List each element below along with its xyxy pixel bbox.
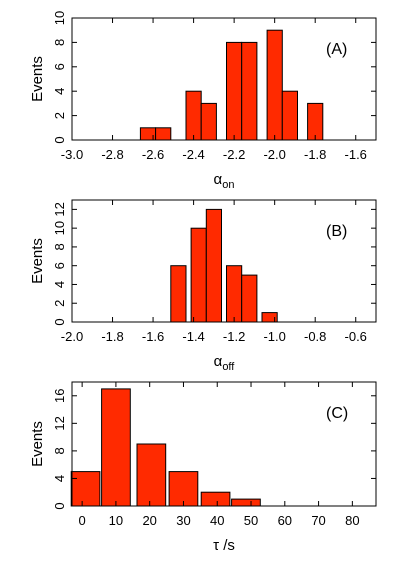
y-tick-label: 2	[52, 112, 67, 119]
plot-frame	[71, 199, 377, 323]
y-tick-label: 4	[52, 281, 67, 288]
x-axis-label-subscript: on	[222, 179, 234, 191]
plot-frame	[71, 17, 377, 141]
x-tick-label: 50	[244, 513, 258, 528]
x-axis-label: αoff	[214, 353, 236, 373]
histogram-bar	[101, 388, 131, 507]
y-tick-label: 16	[52, 389, 67, 403]
x-tick-label: -2.8	[101, 147, 123, 162]
y-axis-label: Events	[29, 421, 46, 467]
x-tick-label: -2.2	[223, 147, 245, 162]
x-tick-label: -2.0	[263, 147, 285, 162]
histogram-bar	[226, 265, 243, 323]
histogram-bar	[70, 471, 101, 507]
y-tick-label: 10	[52, 11, 67, 25]
histogram-bar	[241, 274, 258, 323]
x-axis-label: τ /s	[213, 537, 235, 554]
histogram-bar	[190, 227, 207, 323]
histogram-bar	[155, 127, 172, 141]
x-tick-label: -1.6	[345, 147, 367, 162]
y-tick-label: 4	[52, 88, 67, 95]
x-tick-label: -3.0	[61, 147, 83, 162]
y-tick-label: 8	[52, 243, 67, 250]
x-tick-label: -1.0	[263, 329, 285, 344]
x-tick-label: 30	[176, 513, 190, 528]
chart-panel-2: -2.0 -1.8 -1.6 -1.4 -1.2 -1.0 -0.8 -0.6 0 2 4 6 8 10 1…	[29, 199, 377, 373]
x-tick-label: -1.2	[223, 329, 245, 344]
x-tick-label: -0.6	[345, 329, 367, 344]
panel-tag: (C)	[326, 405, 348, 422]
y-tick-label: 4	[52, 475, 67, 482]
y-tick-label: 8	[52, 447, 67, 454]
y-tick-label: 10	[52, 221, 67, 235]
chart-panel-3: 0 10 20 30 40 50 60 70 80 0 4 8 12 16 Events τ /s (C)	[29, 381, 377, 554]
y-axis-label: Events	[29, 238, 46, 284]
histogram-bar	[266, 29, 283, 141]
y-tick-label: 12	[52, 202, 67, 216]
histogram-bar	[205, 208, 223, 323]
x-tick-label: 0	[79, 513, 86, 528]
histogram-bar	[241, 41, 258, 141]
histogram-bar	[136, 443, 167, 507]
y-tick-label: 0	[52, 502, 67, 509]
y-tick-label: 2	[52, 300, 67, 307]
x-tick-label: -1.8	[101, 329, 123, 344]
y-tick-label: 6	[52, 63, 67, 70]
panel-tag: (A)	[326, 41, 347, 58]
y-tick-label: 8	[52, 39, 67, 46]
y-tick-label: 0	[52, 136, 67, 143]
plot-frame	[71, 381, 377, 507]
chart-panel-1: -3.0 -2.8 -2.6 -2.4 -2.2 -2.0 -1.8 -1.6 0 2 4 6 8 10 E…	[29, 11, 377, 191]
histogram-bar	[281, 90, 298, 141]
histogram-bar	[307, 102, 324, 141]
x-tick-label: 20	[142, 513, 156, 528]
x-tick-label: -2.4	[182, 147, 204, 162]
histogram-bar	[231, 498, 261, 507]
x-axis-label-subscript: off	[222, 361, 235, 373]
y-tick-label: 12	[52, 416, 67, 430]
histogram-bar	[226, 41, 243, 141]
histogram-bar	[168, 471, 199, 507]
x-tick-label: -1.8	[304, 147, 326, 162]
x-tick-label: 80	[345, 513, 359, 528]
x-tick-label: -1.4	[182, 329, 204, 344]
y-tick-label: 6	[52, 262, 67, 269]
histogram-bar	[200, 102, 217, 141]
x-tick-label: -2.6	[142, 147, 164, 162]
histogram-bar	[200, 491, 231, 507]
x-tick-label: -1.6	[142, 329, 164, 344]
x-tick-label: -0.8	[304, 329, 326, 344]
panel-tag: (B)	[326, 223, 347, 240]
x-tick-label: 10	[109, 513, 123, 528]
histogram-bar	[170, 265, 187, 323]
x-tick-label: 60	[278, 513, 292, 528]
x-tick-label: 70	[311, 513, 325, 528]
x-tick-label: 40	[210, 513, 224, 528]
histogram-bar	[185, 90, 202, 141]
y-tick-label: 0	[52, 318, 67, 325]
x-tick-label: -2.0	[61, 329, 83, 344]
y-axis-label: Events	[29, 56, 46, 102]
x-axis-label: αon	[214, 171, 235, 191]
